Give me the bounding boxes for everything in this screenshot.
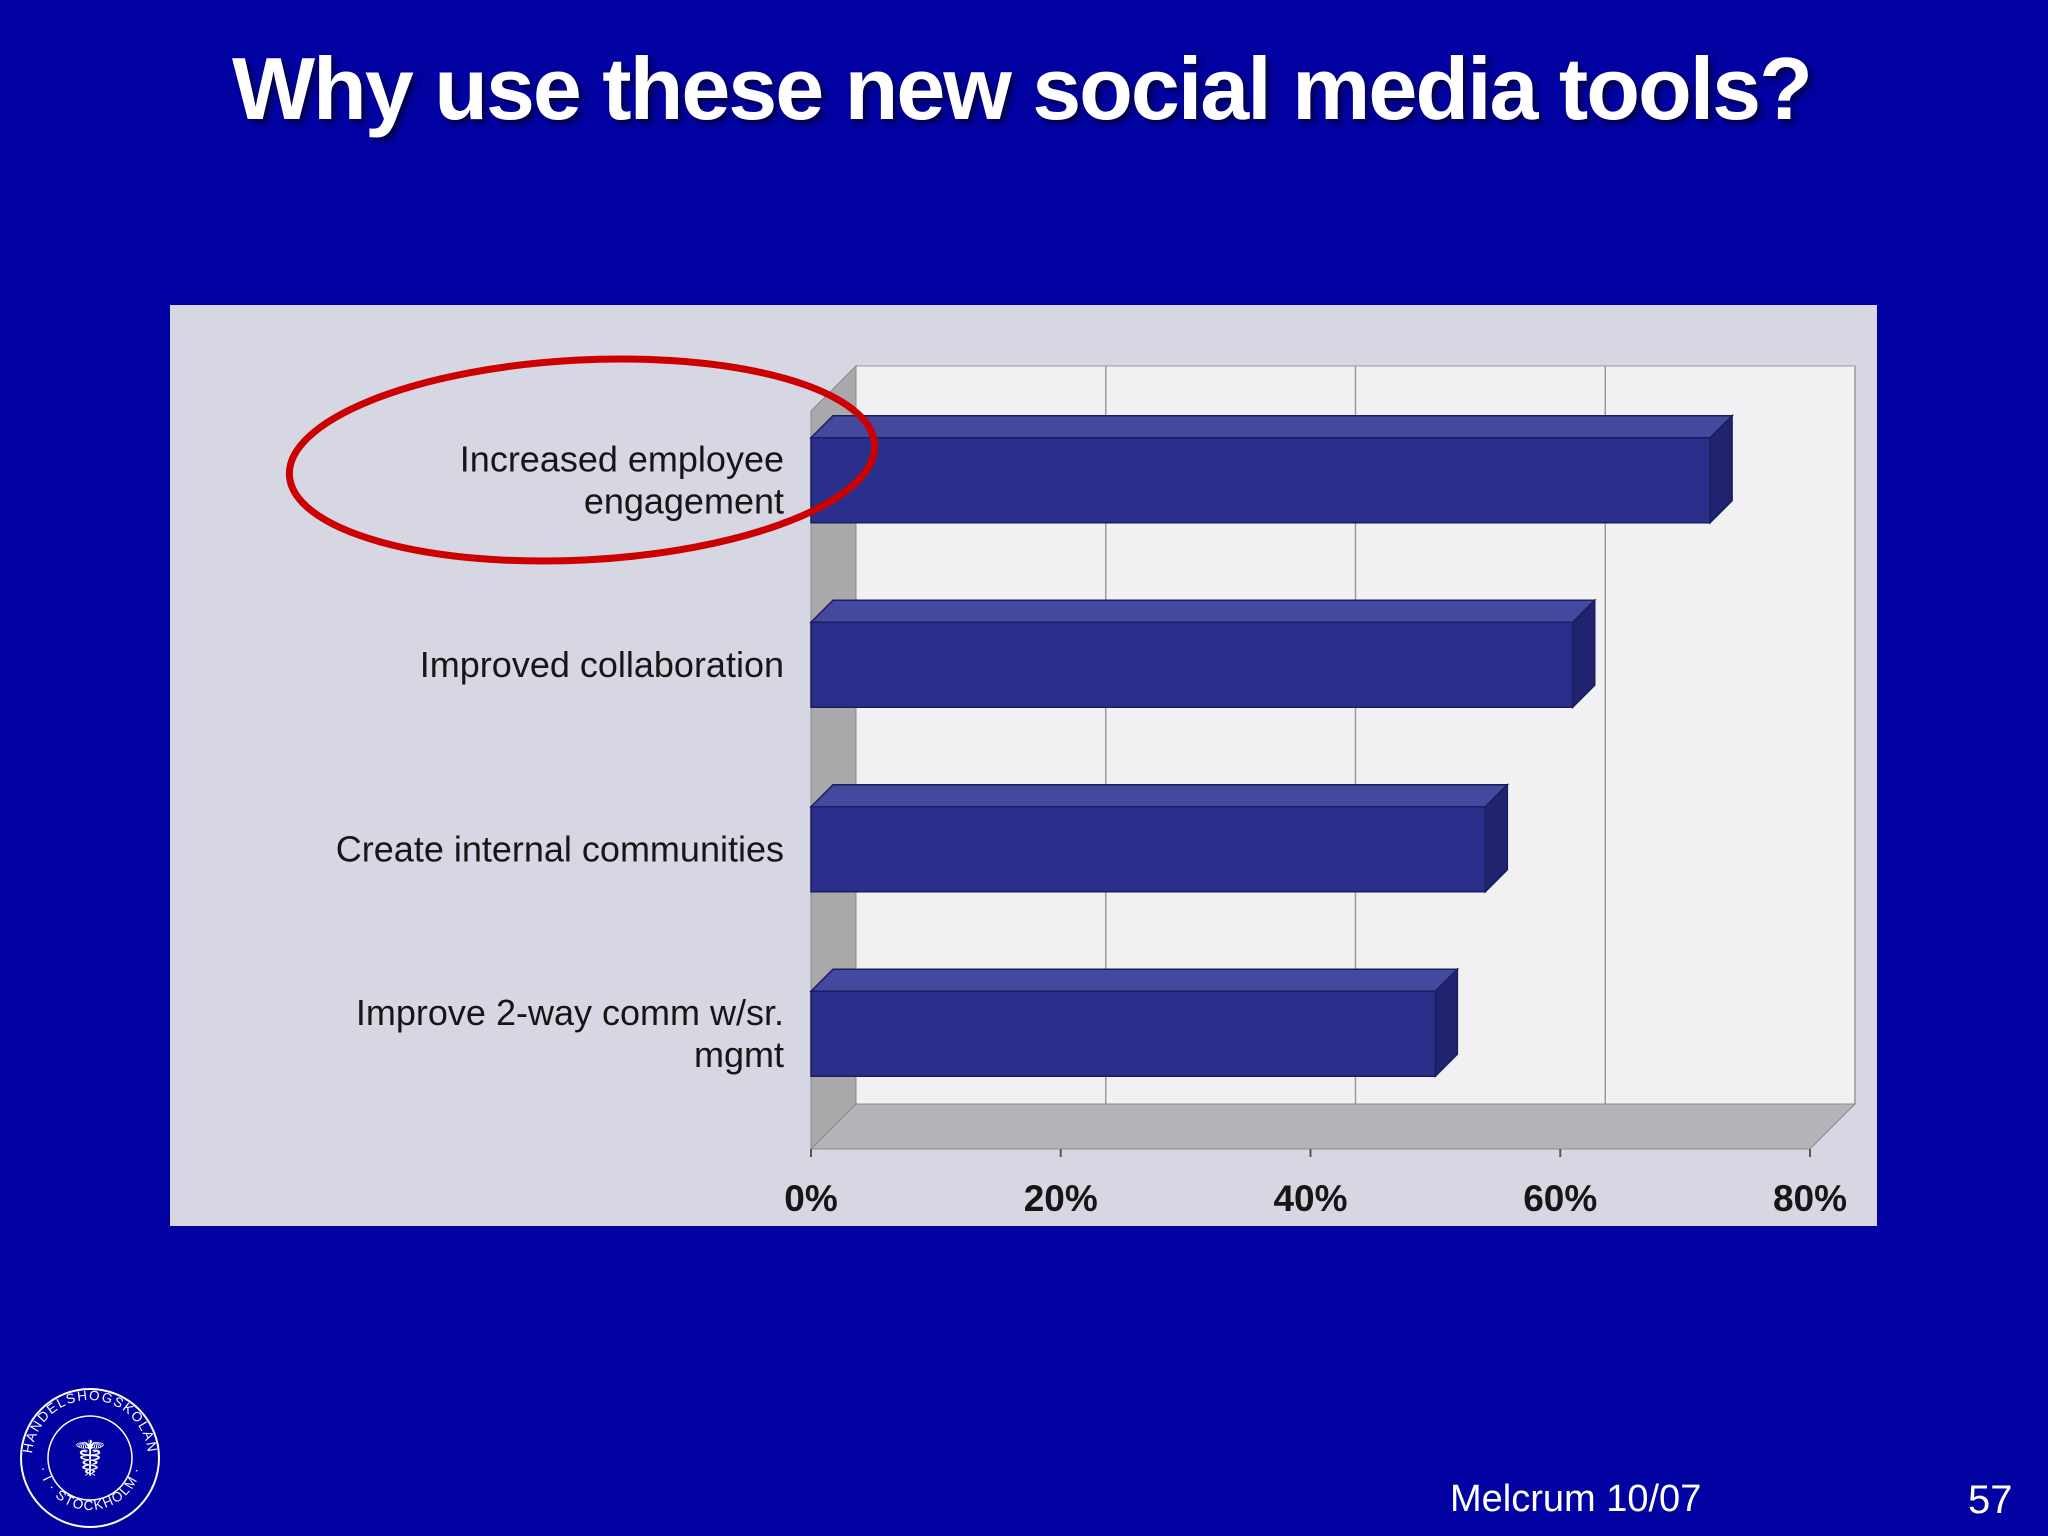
x-tick-label: 60% — [1523, 1178, 1597, 1219]
bar-top-face — [809, 968, 1460, 992]
chart-panel: Increased employee engagement Improved col… — [170, 305, 1877, 1226]
x-tick-label: 80% — [1773, 1178, 1847, 1219]
caduceus-icon: ☤ — [73, 1430, 106, 1488]
bar — [810, 621, 1574, 708]
bar — [810, 990, 1437, 1077]
category-label: mgmt — [694, 1034, 784, 1075]
x-tick-label: 0% — [784, 1178, 837, 1219]
logo-inner-ring — [47, 1415, 133, 1501]
bar — [810, 806, 1487, 893]
chart-floor — [809, 1103, 1857, 1150]
category-label: Improved collaboration — [420, 644, 784, 685]
source-credit: Melcrum 10/07 — [1450, 1478, 1702, 1520]
slide-title: Why use these new social media tools? — [232, 39, 1813, 138]
x-tick-label: 20% — [1024, 1178, 1098, 1219]
bar-top-face — [809, 599, 1597, 623]
category-label: Improve 2-way comm w/sr. — [356, 992, 784, 1033]
bar-top-face — [809, 784, 1510, 808]
bar-top-face — [809, 415, 1734, 439]
category-label: Create internal communities — [336, 828, 784, 869]
x-tick-label: 40% — [1273, 1178, 1347, 1219]
school-logo: HANDELSHÖGSKOLAN · I · STOCKHOLM · ☤ — [20, 1388, 160, 1528]
bar — [810, 437, 1711, 524]
page-number: 57 — [1968, 1478, 2013, 1522]
category-label: engagement — [584, 480, 784, 521]
logo-outer-ring — [20, 1388, 160, 1528]
category-label: Increased employee — [460, 438, 784, 479]
